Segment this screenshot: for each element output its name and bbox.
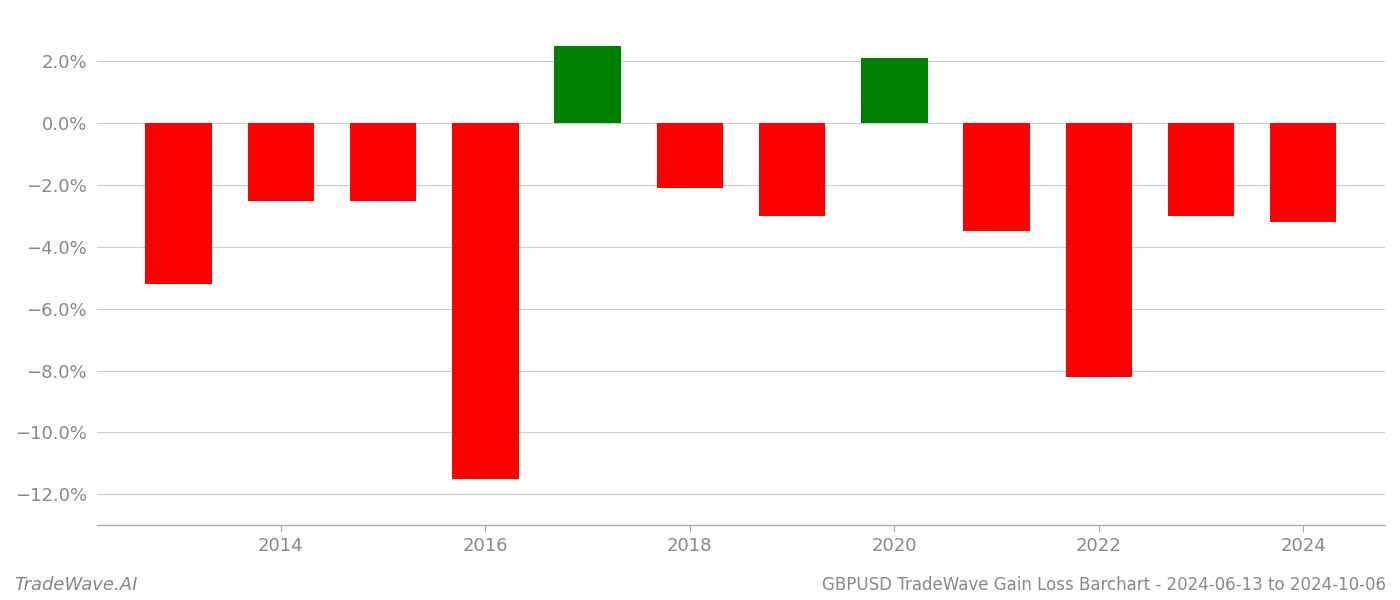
Bar: [1270, 123, 1337, 222]
Bar: [248, 123, 314, 200]
Text: GBPUSD TradeWave Gain Loss Barchart - 2024-06-13 to 2024-10-06: GBPUSD TradeWave Gain Loss Barchart - 20…: [822, 576, 1386, 594]
Bar: [146, 123, 211, 284]
Bar: [1168, 123, 1235, 216]
Bar: [350, 123, 416, 200]
Bar: [759, 123, 825, 216]
Bar: [554, 46, 620, 123]
Bar: [452, 123, 518, 479]
Bar: [861, 58, 928, 123]
Bar: [657, 123, 722, 188]
Text: TradeWave.AI: TradeWave.AI: [14, 576, 137, 594]
Bar: [1065, 123, 1133, 377]
Bar: [963, 123, 1030, 232]
